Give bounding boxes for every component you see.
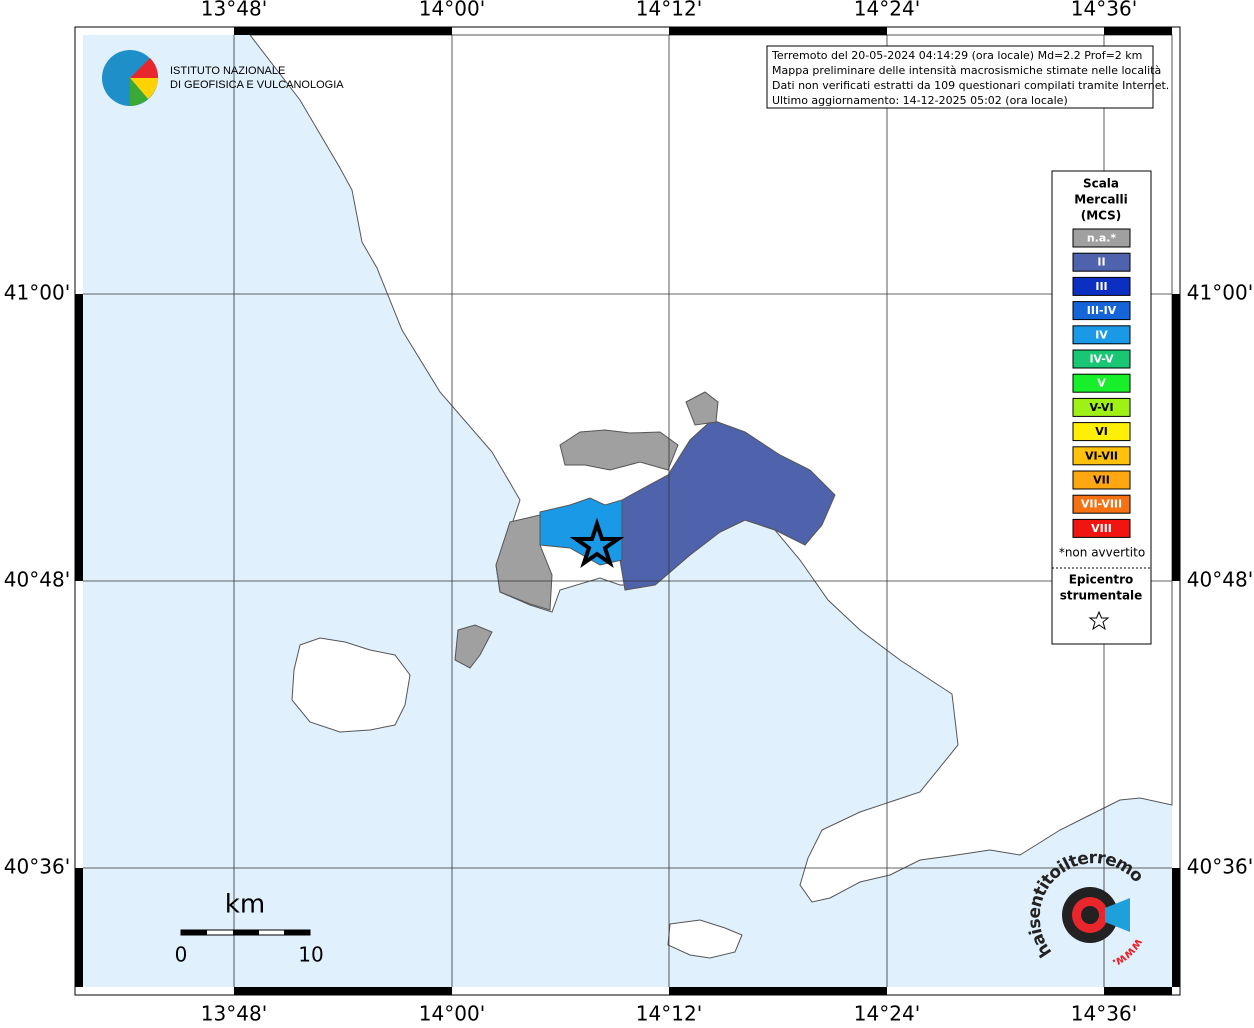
scale-segment: [284, 930, 310, 935]
capri: [667, 919, 743, 959]
frame-bars: [75, 27, 1180, 995]
coordinate-labels: 13°48' 13°48' 14°00' 14°00' 14°12' 14°12' 14°2…: [4, 0, 1253, 1026]
legend-note: *non avvertito: [1059, 546, 1145, 560]
logo-text: ISTITUTO NAZIONALE: [170, 65, 285, 77]
scale-label: 10: [298, 943, 323, 967]
lon-label: 14°00': [419, 1002, 485, 1025]
legend-label: III-IV: [1087, 304, 1117, 317]
logo-text: DI GEOFISICA E VULCANOLOGIA: [170, 79, 344, 91]
scale-unit: km: [225, 890, 265, 920]
logo-segment: [130, 58, 159, 78]
region-na: [685, 391, 719, 426]
epicenter-star: [569, 517, 625, 569]
scale-segment: [233, 930, 259, 935]
legend-label: VII: [1093, 474, 1110, 487]
lon-label: 14°00': [419, 0, 485, 21]
frame-bar: [1172, 868, 1180, 987]
legend-swatch: [1072, 276, 1131, 296]
lon-label: 14°36': [1071, 0, 1137, 21]
legend-swatch: [1072, 301, 1131, 321]
legend-label: VII-VIII: [1081, 498, 1122, 511]
scale-label: 0: [175, 943, 188, 967]
lon-label: 14°24': [854, 1002, 920, 1025]
legend-swatch: [1072, 373, 1131, 393]
lon-label: 13°48': [201, 0, 267, 21]
region-iv: [539, 497, 623, 566]
legend-swatch: [1072, 325, 1131, 345]
lon-label: 14°36': [1071, 1002, 1137, 1025]
lat-label: 40°36': [1187, 855, 1253, 879]
legend-swatch: [1072, 228, 1131, 248]
legend-label: IV-V: [1089, 353, 1114, 366]
legend-label: VI: [1095, 425, 1108, 438]
legend: ScalaMercalli(MCS)n.a.*IIIIIIII-IVIVIV-V…: [1059, 177, 1145, 603]
legend-title: Scala: [1083, 177, 1119, 191]
frame-bar: [1104, 27, 1172, 35]
lon-label: 14°12': [636, 1002, 702, 1025]
lat-label: 40°36': [4, 855, 70, 879]
procida: [454, 624, 493, 669]
legend-swatch: [1072, 349, 1131, 369]
legend-swatch: [1072, 252, 1131, 272]
lat-label: 41°00': [4, 281, 70, 305]
info-box: [766, 45, 1154, 109]
frame-bar: [1104, 987, 1172, 995]
info-text: Terremoto del 20-05-2024 04:14:29 (ora l…: [771, 49, 1169, 107]
frame-bar: [75, 868, 83, 987]
legend-swatch: [1072, 422, 1131, 442]
scale-segment: [181, 930, 207, 935]
region-na: [559, 429, 679, 471]
legend-swatch: [1072, 397, 1131, 417]
watermark-megaphone: [1105, 898, 1130, 932]
frame-bar: [234, 27, 452, 35]
info-line: Dati non verificati estratti da 109 ques…: [772, 79, 1169, 92]
legend-label: II: [1097, 256, 1105, 269]
legend-swatch: [1072, 518, 1131, 538]
legend-label: n.a.*: [1087, 232, 1117, 245]
legend-label: V: [1097, 377, 1106, 390]
legend-title: (MCS): [1081, 209, 1122, 223]
info-line: Ultimo aggiornamento: 14-12-2025 05:02 (…: [772, 94, 1068, 107]
legend-label: VI-VII: [1085, 449, 1118, 462]
frame-bar: [669, 27, 887, 35]
frame-bar: [669, 987, 887, 995]
scale-bar: km 0 10: [175, 890, 324, 967]
logo: ISTITUTO NAZIONALE DI GEOFISICA E VULCAN…: [102, 50, 344, 106]
legend-swatch: [1072, 470, 1131, 490]
lon-label: 13°48': [201, 1002, 267, 1025]
frame-bar: [75, 294, 83, 581]
watermark-circle: [1081, 906, 1099, 924]
legend-label: VIII: [1091, 522, 1112, 535]
legend-title: Mercalli: [1074, 193, 1128, 207]
info-line: Mappa preliminare delle intensità macros…: [772, 64, 1161, 77]
frame-bar: [234, 987, 452, 995]
logo-segment: [130, 78, 148, 106]
legend-epicenter: strumentale: [1060, 589, 1143, 603]
ischia: [291, 637, 411, 733]
lat-label: 40°48': [4, 568, 70, 592]
legend-swatch: [1072, 446, 1131, 466]
region-ii: [619, 419, 836, 591]
legend-star: [1088, 610, 1110, 631]
lon-label: 14°24': [854, 0, 920, 21]
lon-label: 14°12': [636, 0, 702, 21]
frame-bar: [1172, 294, 1180, 581]
legend-label: V-VI: [1089, 401, 1113, 414]
legend-label: IV: [1095, 328, 1108, 341]
lat-label: 40°48': [1187, 568, 1253, 592]
legend-swatch: [1072, 494, 1131, 514]
legend-label: III: [1095, 280, 1107, 293]
info-line: Terremoto del 20-05-2024 04:14:29 (ora l…: [771, 49, 1142, 62]
legend-epicenter: Epicentro: [1069, 573, 1134, 587]
lat-label: 41°00': [1187, 281, 1253, 305]
logo-segment: [130, 78, 158, 99]
region-na: [495, 514, 553, 611]
